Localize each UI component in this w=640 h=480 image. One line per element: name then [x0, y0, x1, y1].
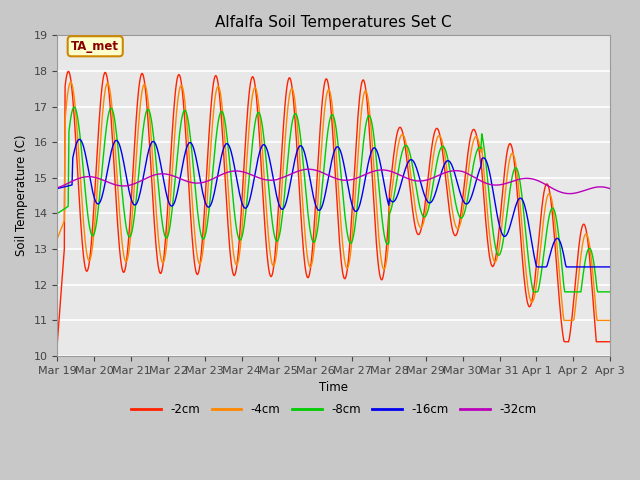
Line: -4cm: -4cm: [58, 82, 610, 320]
-8cm: [530, 289, 538, 295]
-16cm: [63, 183, 71, 189]
-16cm: [606, 264, 614, 270]
-16cm: [54, 186, 61, 192]
Line: -32cm: -32cm: [58, 169, 610, 193]
-16cm: [121, 167, 129, 173]
-4cm: [67, 79, 74, 85]
-4cm: [418, 224, 426, 230]
-32cm: [566, 191, 573, 196]
-4cm: [560, 317, 568, 323]
-2cm: [65, 69, 72, 74]
-16cm: [418, 183, 426, 189]
Line: -8cm: -8cm: [58, 107, 610, 292]
-8cm: [54, 211, 61, 216]
-8cm: [177, 119, 185, 125]
-32cm: [63, 180, 71, 186]
-16cm: [76, 136, 84, 142]
-32cm: [606, 186, 614, 192]
-2cm: [606, 339, 614, 345]
-4cm: [121, 258, 129, 264]
-32cm: [120, 183, 128, 189]
Title: Alfalfa Soil Temperatures Set C: Alfalfa Soil Temperatures Set C: [216, 15, 452, 30]
-8cm: [121, 216, 129, 222]
-16cm: [533, 264, 541, 270]
-4cm: [177, 83, 185, 88]
Legend: -2cm, -4cm, -8cm, -16cm, -32cm: -2cm, -4cm, -8cm, -16cm, -32cm: [126, 398, 541, 420]
-8cm: [63, 204, 71, 210]
Y-axis label: Soil Temperature (C): Soil Temperature (C): [15, 135, 28, 256]
-2cm: [63, 70, 71, 75]
-32cm: [402, 175, 410, 180]
Line: -16cm: -16cm: [58, 139, 610, 267]
-8cm: [606, 289, 614, 295]
-4cm: [402, 139, 410, 144]
-8cm: [207, 194, 214, 200]
-4cm: [606, 317, 614, 323]
-16cm: [207, 203, 214, 208]
-2cm: [177, 79, 185, 84]
-8cm: [402, 143, 410, 148]
-2cm: [54, 339, 61, 345]
-32cm: [54, 185, 61, 191]
-8cm: [418, 211, 426, 216]
-2cm: [402, 147, 410, 153]
-2cm: [121, 267, 129, 273]
-4cm: [63, 93, 71, 99]
-32cm: [206, 178, 214, 183]
-32cm: [305, 167, 312, 172]
X-axis label: Time: Time: [319, 381, 348, 394]
Text: TA_met: TA_met: [71, 40, 119, 53]
-4cm: [54, 236, 61, 241]
-2cm: [418, 223, 426, 229]
-4cm: [207, 150, 214, 156]
-32cm: [418, 178, 426, 184]
-2cm: [207, 112, 214, 118]
-8cm: [70, 104, 78, 110]
Line: -2cm: -2cm: [58, 72, 610, 342]
-16cm: [402, 165, 410, 171]
-16cm: [177, 170, 185, 176]
-32cm: [177, 176, 184, 181]
